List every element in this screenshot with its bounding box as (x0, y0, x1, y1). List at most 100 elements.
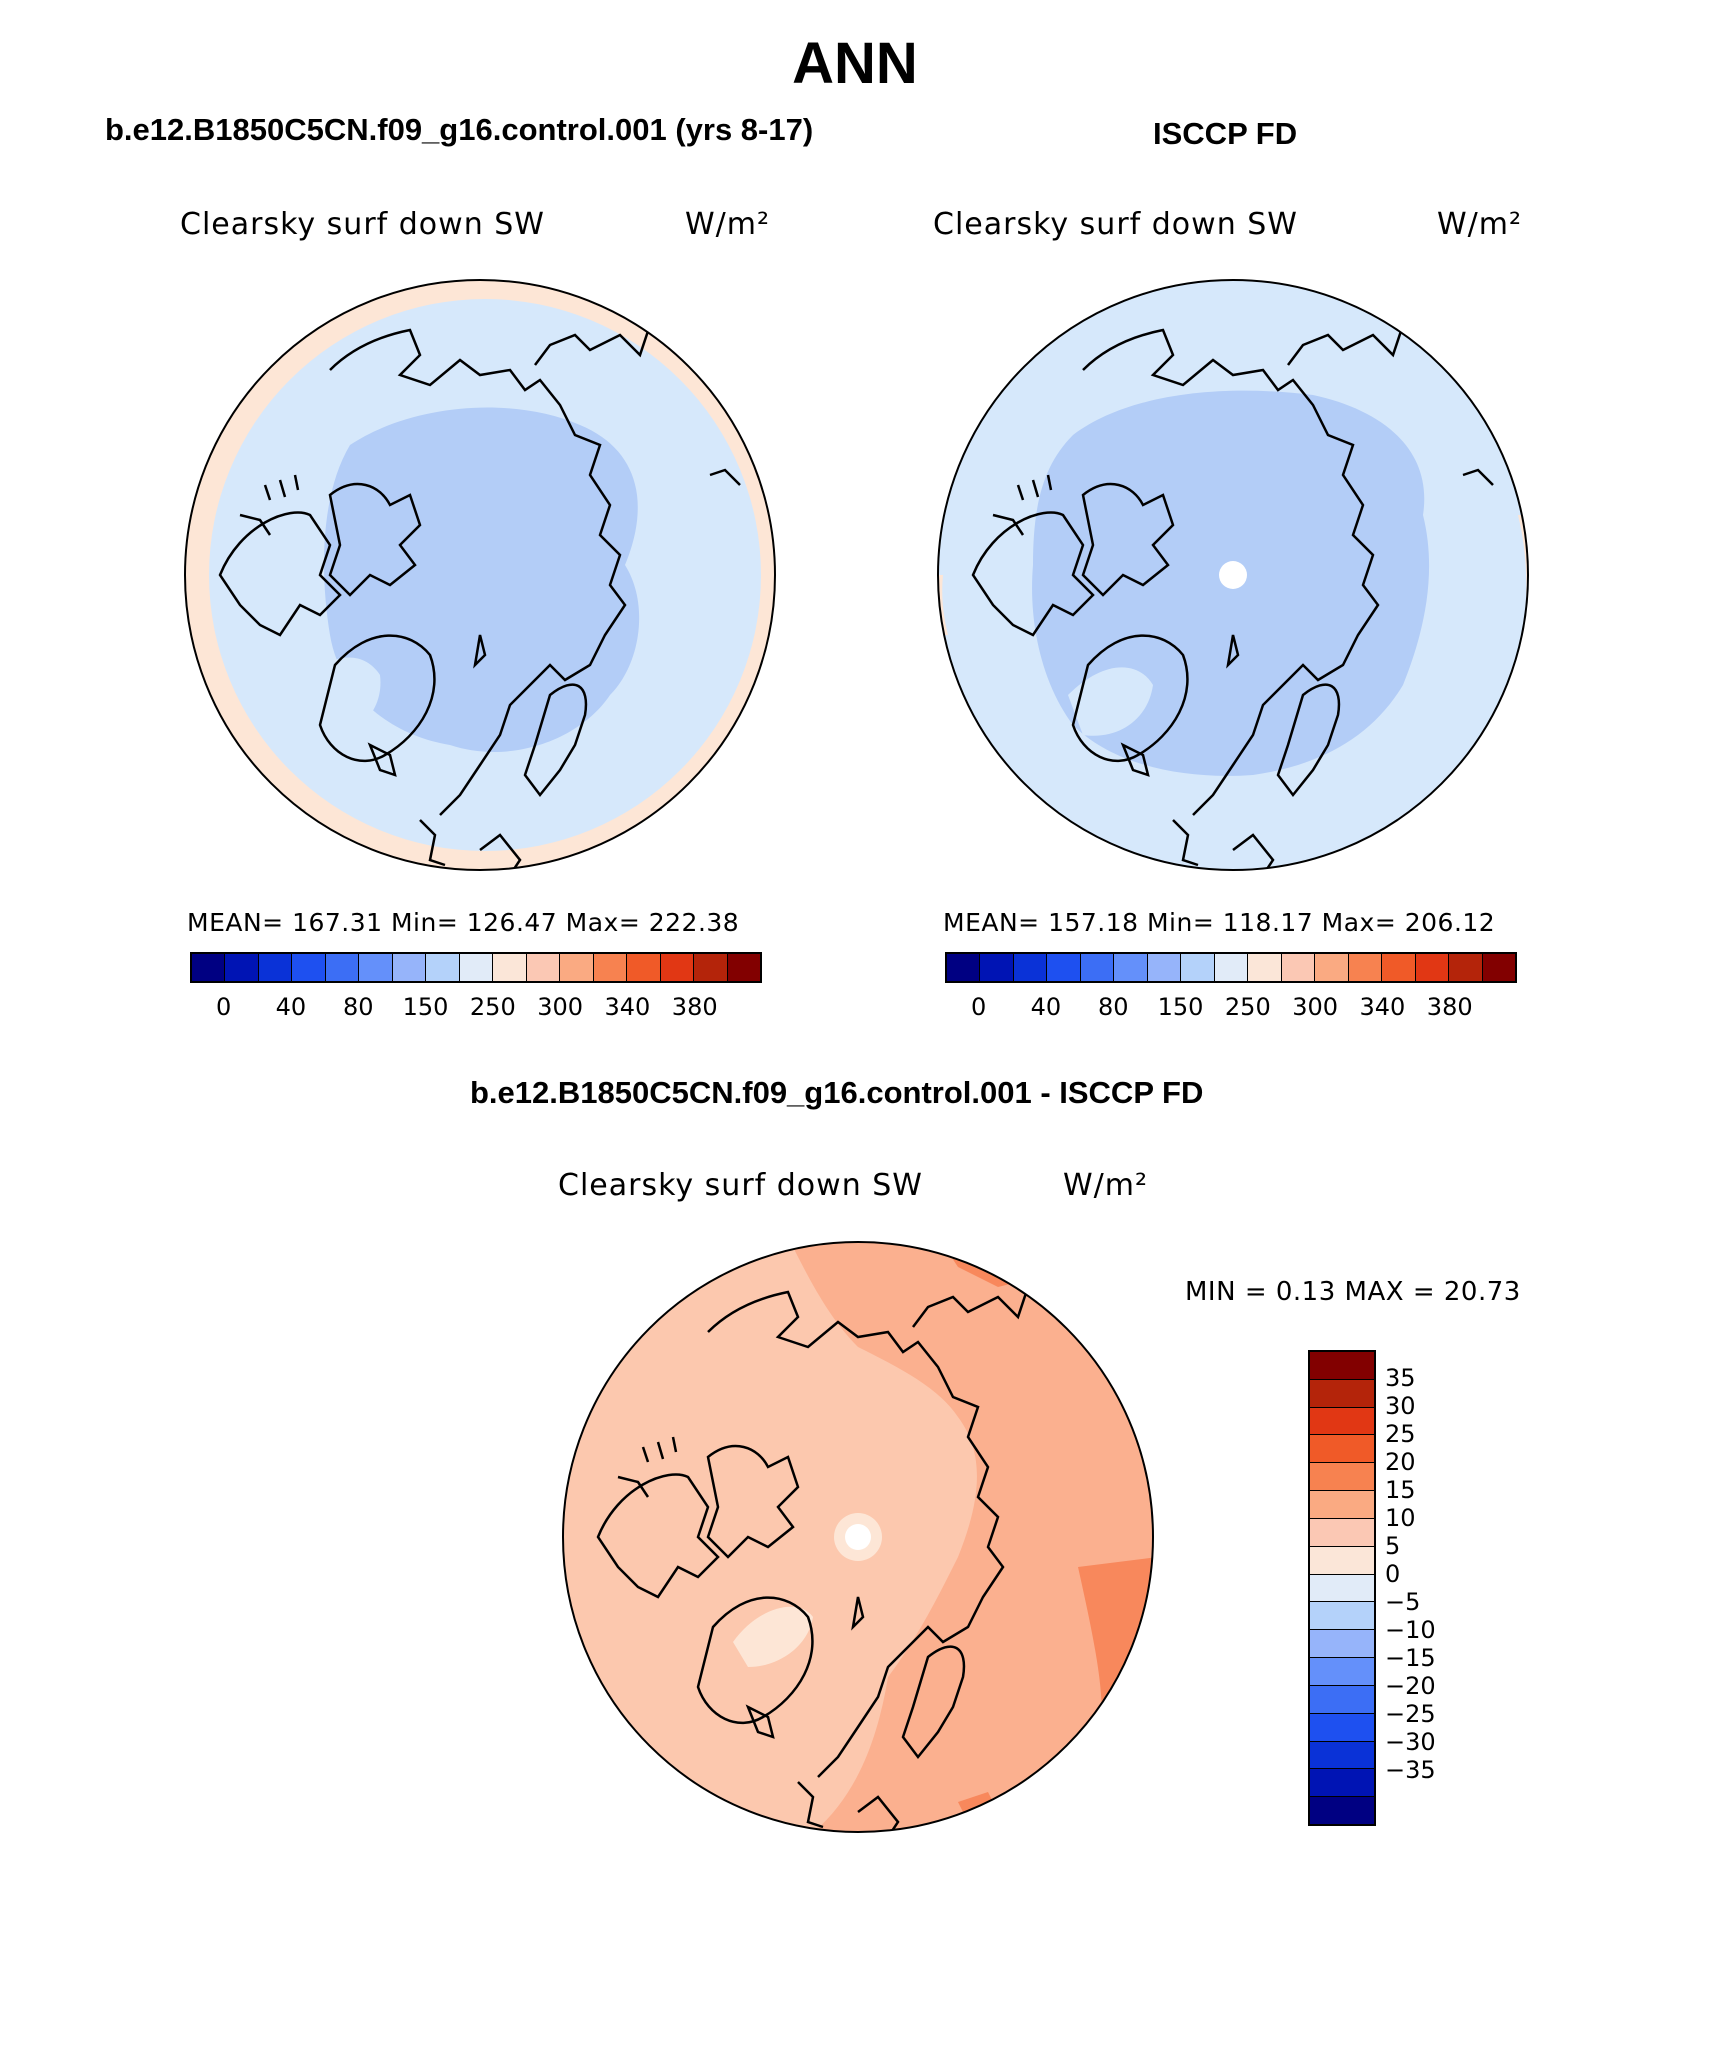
colorbar-tick-label: 250 (469, 993, 516, 1021)
colorbar-tick-label: 0 (971, 993, 987, 1021)
left-colorbar (190, 952, 762, 983)
colorbar-tick-label: −25 (1385, 1700, 1436, 1728)
colorbar-swatch (1047, 954, 1081, 981)
diff-units-label: W/m² (1063, 1168, 1149, 1203)
colorbar-swatch (1310, 1574, 1374, 1603)
colorbar-swatch (1147, 954, 1182, 981)
colorbar-swatch (526, 954, 561, 981)
left-variable-label: Clearsky surf down SW (180, 207, 545, 242)
colorbar-swatch (1310, 1713, 1374, 1742)
left-colorbar-ticks: 0 40 80 150 250 300 340 380 (190, 993, 762, 1023)
left-greenland-light (290, 657, 381, 737)
colorbar-swatch (627, 954, 661, 981)
colorbar-tick-label: 150 (402, 993, 449, 1021)
colorbar-swatch (1080, 954, 1115, 981)
diff-panel-header: b.e12.B1850C5CN.f09_g16.control.001 - IS… (470, 1075, 1204, 1110)
colorbar-swatch (1310, 1352, 1374, 1380)
colorbar-swatch (1248, 954, 1282, 981)
colorbar-tick-label: −20 (1385, 1672, 1436, 1700)
colorbar-swatch (1310, 1546, 1374, 1575)
colorbar-tick-label: 300 (537, 993, 584, 1021)
colorbar-swatch (1114, 954, 1148, 981)
colorbar-tick-label: 0 (216, 993, 232, 1021)
diff-colorbar-ticks: 35 30 25 20 15 10 5 0 −5 −10 −15 −20 −25 −30 −35 (1385, 1350, 1465, 1826)
colorbar-tick-label: 300 (1292, 993, 1339, 1021)
right-coastlines (971, 318, 1494, 870)
colorbar-swatch (947, 954, 981, 981)
left-stats-text: MEAN= 167.31 Min= 126.47 Max= 222.38 (187, 908, 740, 937)
right-panel-header: ISCCP FD (1153, 116, 1298, 151)
colorbar-tick-label: 40 (1030, 993, 1062, 1021)
left-panel-header: b.e12.B1850C5CN.f09_g16.control.001 (yrs… (105, 112, 814, 147)
diff-variable-label: Clearsky surf down SW (558, 1168, 923, 1203)
right-stats-text: MEAN= 157.18 Min= 118.17 Max= 206.12 (943, 908, 1496, 937)
colorbar-tick-label: 380 (671, 993, 718, 1021)
colorbar-swatch (980, 954, 1014, 981)
colorbar-swatch (1310, 1769, 1374, 1798)
colorbar-swatch (1310, 1491, 1374, 1519)
colorbar-swatch (1181, 954, 1215, 981)
right-polar-map (937, 279, 1529, 871)
colorbar-tick-label: −15 (1385, 1644, 1436, 1672)
colorbar-swatch (1348, 954, 1383, 981)
colorbar-swatch (1310, 1685, 1374, 1714)
colorbar-tick-label: 5 (1385, 1532, 1401, 1560)
colorbar-swatch (392, 954, 427, 981)
colorbar-tick-label: 30 (1385, 1392, 1416, 1420)
colorbar-swatch (1310, 1518, 1374, 1547)
colorbar-tick-label: 80 (1097, 993, 1129, 1021)
colorbar-swatch (1310, 1602, 1374, 1631)
colorbar-swatch (1310, 1741, 1374, 1770)
colorbar-tick-label: 340 (604, 993, 651, 1021)
colorbar-swatch (459, 954, 494, 981)
colorbar-tick-label: 150 (1157, 993, 1204, 1021)
colorbar-swatch (1315, 954, 1349, 981)
colorbar-tick-label: −30 (1385, 1728, 1436, 1756)
colorbar-swatch (1382, 954, 1416, 981)
colorbar-swatch (1310, 1407, 1374, 1436)
colorbar-tick-label: 250 (1224, 993, 1271, 1021)
colorbar-swatch (1482, 954, 1515, 981)
figure-title: ANN (792, 31, 918, 96)
right-variable-label: Clearsky surf down SW (933, 207, 1298, 242)
colorbar-tick-label: 0 (1385, 1560, 1401, 1588)
colorbar-tick-label: −35 (1385, 1756, 1436, 1784)
colorbar-tick-label: −5 (1385, 1588, 1421, 1616)
diff-light-patch (733, 1606, 813, 1667)
colorbar-tick-label: −10 (1385, 1616, 1436, 1644)
left-ocean-mid (324, 407, 640, 752)
colorbar-swatch (1013, 954, 1048, 981)
colorbar-swatch (225, 954, 259, 981)
right-pole-hole (1219, 561, 1247, 589)
colorbar-tick-label: 380 (1426, 993, 1473, 1021)
colorbar-swatch (694, 954, 728, 981)
colorbar-tick-label: 10 (1385, 1504, 1416, 1532)
colorbar-swatch (426, 954, 460, 981)
colorbar-swatch (660, 954, 695, 981)
colorbar-swatch (560, 954, 594, 981)
colorbar-tick-label: 80 (342, 993, 374, 1021)
right-colorbar (945, 952, 1517, 983)
colorbar-swatch (325, 954, 360, 981)
colorbar-swatch (493, 954, 527, 981)
colorbar-tick-label: 340 (1359, 993, 1406, 1021)
right-colorbar-ticks: 0 40 80 150 250 300 340 380 (945, 993, 1517, 1023)
colorbar-tick-label: 35 (1385, 1364, 1416, 1392)
diff-coastlines (596, 1280, 1044, 1832)
left-units-label: W/m² (685, 207, 771, 242)
colorbar-swatch (1214, 954, 1249, 981)
diff-pole-hole (845, 1524, 871, 1550)
colorbar-swatch (593, 954, 628, 981)
colorbar-swatch (1281, 954, 1316, 981)
colorbar-swatch (727, 954, 760, 981)
colorbar-tick-label: 15 (1385, 1476, 1416, 1504)
colorbar-swatch (1310, 1630, 1374, 1659)
colorbar-swatch (359, 954, 393, 981)
colorbar-swatch (192, 954, 226, 981)
colorbar-swatch (1415, 954, 1450, 981)
colorbar-tick-label: 20 (1385, 1448, 1416, 1476)
diff-colorbar (1308, 1350, 1376, 1826)
left-coastlines (218, 318, 741, 870)
left-polar-map (184, 279, 776, 871)
colorbar-swatch (1310, 1379, 1374, 1408)
